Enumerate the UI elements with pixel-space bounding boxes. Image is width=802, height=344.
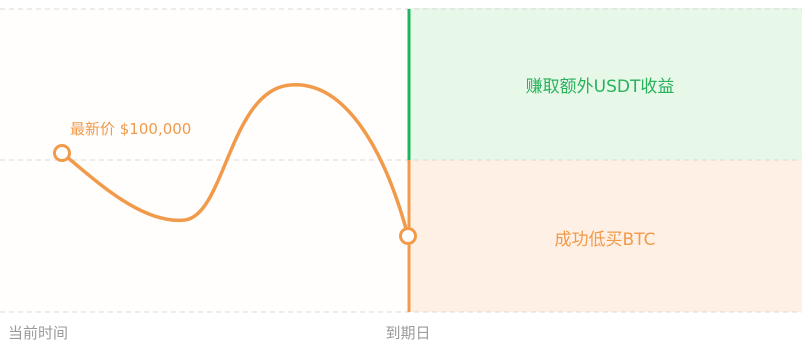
lower-region [409, 160, 802, 312]
x-axis-start-label: 当前时间 [8, 324, 68, 342]
upper-region [409, 8, 802, 160]
price-label: 最新价 $100,000 [70, 120, 191, 138]
lower-region-label: 成功低买BTC [555, 230, 656, 250]
upper-region-label: 赚取额外USDT收益 [526, 77, 675, 97]
price-curve [60, 83, 410, 238]
start-price-point [53, 144, 71, 162]
expiry-price-point [399, 227, 417, 245]
x-axis-end-label: 到期日 [385, 324, 430, 342]
